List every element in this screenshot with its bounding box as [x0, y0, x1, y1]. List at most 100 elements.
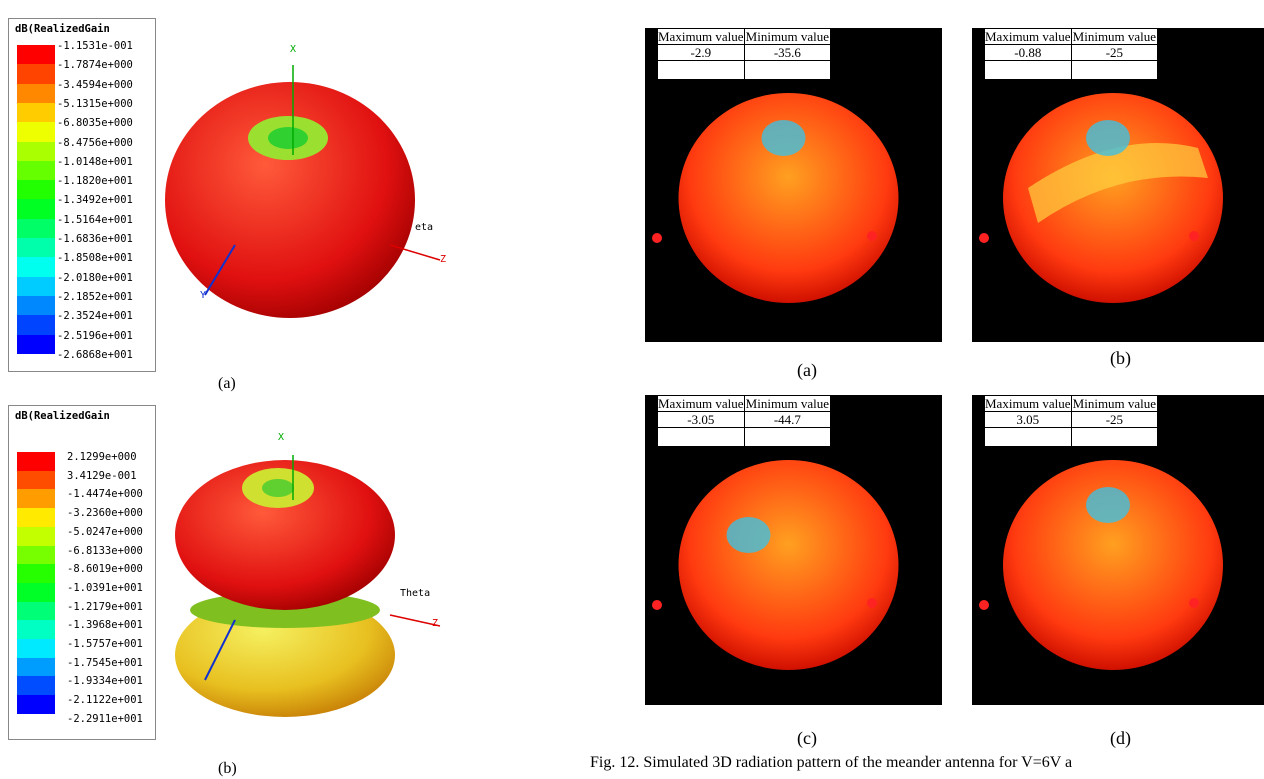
- axis: [204, 619, 236, 681]
- marker: [1189, 231, 1199, 241]
- legend-swatch: [17, 238, 55, 258]
- empty-cell: [743, 427, 832, 447]
- legend-swatch: [17, 83, 55, 104]
- value-cell: -3.05: [657, 411, 745, 428]
- header-row: Maximum value Minimum value: [984, 28, 1159, 45]
- empty-row: [657, 60, 832, 80]
- marker: [867, 598, 877, 608]
- legend-label: -2.0180e+001: [57, 271, 133, 284]
- null: [726, 517, 771, 553]
- axis-label: Theta: [400, 588, 430, 599]
- empty-cell: [984, 60, 1072, 80]
- legend-swatch: [17, 582, 55, 603]
- legend-swatch: [17, 489, 55, 509]
- empty-cell: [743, 60, 832, 80]
- legend-label: -1.6836e+001: [57, 233, 133, 245]
- axis-label: Z: [440, 254, 446, 265]
- header-cell: Minimum value: [743, 28, 832, 45]
- null: [268, 127, 308, 149]
- legend-swatch: [17, 508, 55, 528]
- legend-label: 2.1299e+000: [67, 451, 137, 463]
- marker: [652, 233, 662, 243]
- header-cell: Maximum value: [984, 28, 1072, 45]
- axis-label: Z: [432, 618, 438, 629]
- pattern-3d: [652, 93, 899, 303]
- pattern-panel: Maximum value Minimum value -2.9 -35.6: [645, 28, 942, 342]
- legend-swatch: [17, 695, 55, 715]
- legend-swatch: [17, 601, 55, 621]
- axis-label: eta: [415, 222, 433, 233]
- marker: [1189, 598, 1199, 608]
- legend-title: dB(RealizedGain: [15, 23, 110, 35]
- caption: (c): [797, 728, 817, 748]
- legend-label: -1.3492e+001: [57, 194, 133, 207]
- figure-caption: Fig. 12. Simulated 3D radiation pattern …: [590, 754, 1073, 771]
- value-table: Maximum value Minimum value -2.9 -35.6: [657, 28, 832, 80]
- null: [262, 479, 294, 497]
- value-table: Maximum value Minimum value 3.05 -25: [984, 395, 1159, 447]
- pattern-3d: [979, 460, 1223, 670]
- legend-swatch: [17, 45, 55, 65]
- pattern-panel: Maximum value Minimum value 3.05 -25: [972, 395, 1264, 705]
- value-row: -3.05 -44.7: [657, 411, 832, 428]
- legend-label: -2.5196e+001: [57, 329, 133, 342]
- legend-label: -1.1820e+001: [57, 175, 133, 188]
- empty-cell: [1070, 427, 1159, 447]
- null: [1086, 487, 1130, 523]
- caption: (b): [218, 760, 237, 777]
- legend-swatch: [17, 257, 55, 278]
- legend-label: -8.6019e+000: [67, 563, 143, 576]
- legend-label: -1.1531e-001: [57, 40, 133, 52]
- legend-swatch: [17, 199, 55, 220]
- header-row: Maximum value Minimum value: [657, 395, 832, 412]
- pattern-3d: [652, 460, 899, 670]
- legend-label: -6.8035e+000: [57, 117, 133, 130]
- value-row: 3.05 -25: [984, 411, 1159, 428]
- legend-label: -1.7874e+000: [57, 59, 133, 72]
- legend-label: -3.2360e+000: [67, 507, 143, 520]
- empty-cell: [657, 60, 745, 80]
- pattern-3d: [979, 93, 1223, 303]
- legend-label: -5.1315e+000: [57, 97, 133, 110]
- legend-label: -1.2179e+001: [67, 600, 143, 613]
- legend-swatch: [17, 218, 55, 239]
- axis: [389, 244, 441, 261]
- header-cell: Maximum value: [657, 395, 745, 412]
- legend-label: -1.3968e+001: [67, 619, 143, 632]
- axis-label: Y: [200, 290, 206, 301]
- value-cell: -35.6: [743, 44, 832, 61]
- value-cell: -25: [1070, 411, 1159, 428]
- legend-swatch: [17, 620, 55, 640]
- lobe: [1003, 460, 1223, 670]
- legend-swatch: [17, 160, 55, 181]
- legend-label: -2.1122e+001: [67, 694, 143, 707]
- legend-swatch: [17, 141, 55, 162]
- legend-swatch: [17, 657, 55, 677]
- value-row: -0.88 -25: [984, 44, 1159, 61]
- legend-label: 3.4129e-001: [67, 469, 137, 482]
- value-table: Maximum value Minimum value -0.88 -25: [984, 28, 1159, 80]
- legend-label: -1.4474e+000: [67, 488, 143, 501]
- empty-row: [984, 427, 1159, 447]
- legend-swatch: [17, 315, 55, 335]
- lobe: [678, 460, 899, 670]
- legend-label: -2.2911e+001: [67, 712, 143, 725]
- empty-row: [984, 60, 1159, 80]
- legend-swatch: [17, 470, 55, 490]
- legend-swatch: [17, 122, 55, 142]
- legend-swatch: [17, 276, 55, 297]
- legend-swatch: [17, 526, 55, 546]
- empty-cell: [984, 427, 1072, 447]
- band: [1028, 143, 1208, 223]
- header-row: Maximum value Minimum value: [657, 28, 832, 45]
- marker: [979, 233, 989, 243]
- legend-label: -3.4594e+000: [57, 78, 133, 91]
- legend-swatch: [17, 64, 55, 85]
- value-cell: -2.9: [657, 44, 745, 61]
- legend-label: -1.7545e+001: [67, 656, 143, 669]
- axis-label: X: [278, 432, 284, 443]
- legend-label: -1.8508e+001: [57, 252, 133, 265]
- legend-label: -8.4756e+000: [57, 136, 133, 149]
- header-row: Maximum value Minimum value: [984, 395, 1159, 412]
- legend-swatch: [17, 564, 55, 584]
